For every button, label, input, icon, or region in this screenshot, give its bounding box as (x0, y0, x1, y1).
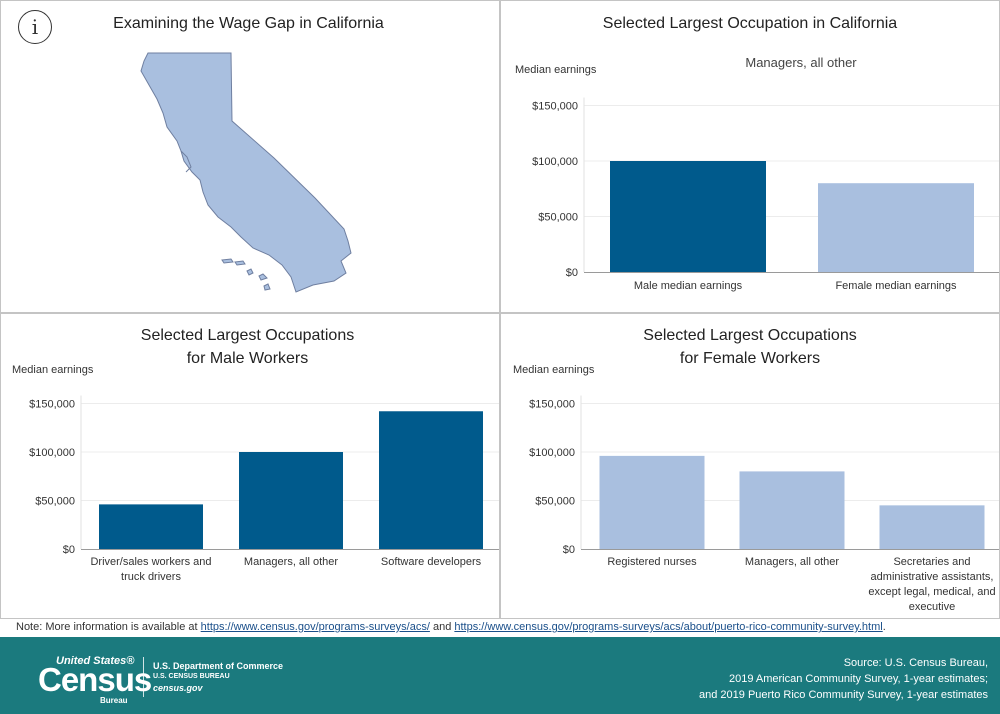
source-text: Source: U.S. Census Bureau, 2019 America… (699, 655, 988, 703)
bar-state-1 (818, 183, 974, 272)
bay-area-detail (180, 150, 192, 173)
x-category-label: Managers, all other (244, 556, 338, 568)
x-category-label: Female median earnings (835, 280, 957, 292)
prcs-link[interactable]: https://www.census.gov/programs-surveys/… (454, 621, 883, 633)
x-category-label: Registered nurses (607, 556, 697, 568)
bar-female-2 (879, 505, 985, 549)
female-chart-panel: Selected Largest Occupations for Female … (500, 313, 1000, 619)
y-tick-label: $0 (566, 267, 578, 279)
note-middle: and (429, 621, 455, 633)
source-line3: and 2019 Puerto Rico Community Survey, 1… (699, 689, 988, 701)
dept-line2: U.S. CENSUS BUREAU (153, 673, 230, 680)
female-y-axis-label: Median earnings (513, 364, 595, 376)
bar-male-0 (99, 504, 203, 549)
channel-island-2 (234, 260, 246, 266)
california-shape[interactable] (140, 52, 352, 293)
channel-island-1 (221, 258, 234, 264)
female-chart-title-line2: for Female Workers (679, 350, 821, 367)
map-panel: i Examining the Wage Gap in California (0, 0, 500, 313)
x-category-label: truck drivers (121, 571, 181, 583)
y-tick-label: $150,000 (532, 101, 578, 113)
logo-united-states: United States® (56, 655, 135, 667)
male-chart-title-line2: for Male Workers (186, 350, 309, 367)
bar-male-1 (239, 452, 343, 549)
y-tick-label: $0 (563, 544, 575, 556)
male-chart-panel: Selected Largest Occupations for Male Wo… (0, 313, 500, 619)
y-tick-label: $100,000 (532, 156, 578, 168)
channel-island-3 (246, 268, 254, 276)
source-line1: Source: U.S. Census Bureau, (843, 657, 988, 669)
male-bar-chart: $0 $50,000 $100,000 $150,000 Driver/sales wo… (29, 395, 499, 583)
y-tick-label: $0 (63, 544, 75, 556)
y-tick-label: $100,000 (529, 447, 575, 459)
x-category-label: Managers, all other (745, 556, 839, 568)
y-tick-label: $150,000 (29, 399, 75, 411)
x-category-label: Male median earnings (634, 280, 743, 292)
bar-state-0 (610, 161, 766, 272)
state-bar-chart: $0 $50,000 $100,000 $150,000 Male median ear… (532, 97, 999, 292)
source-line2: 2019 American Community Survey, 1-year e… (728, 673, 988, 685)
channel-island-5 (263, 283, 271, 291)
logo-bureau: Bureau (100, 696, 128, 705)
map-title: Examining the Wage Gap in California (113, 15, 384, 32)
female-chart-title-line1: Selected Largest Occupations (643, 327, 857, 344)
x-category-label: executive (909, 601, 955, 613)
bar-female-1 (739, 471, 845, 549)
y-tick-label: $150,000 (529, 399, 575, 411)
acs-link[interactable]: https://www.census.gov/programs-surveys/… (200, 621, 430, 633)
state-chart-title: Selected Largest Occupation in Californi… (602, 15, 898, 32)
bar-male-2 (379, 411, 483, 549)
male-y-axis-label: Median earnings (12, 364, 94, 376)
y-tick-label: $100,000 (29, 447, 75, 459)
logo-divider (143, 657, 144, 697)
x-category-label: Software developers (381, 556, 482, 568)
dept-line1: U.S. Department of Commerce (153, 661, 284, 671)
state-chart-panel: Selected Largest Occupation in Californi… (500, 0, 1000, 313)
channel-island-4 (258, 273, 268, 281)
x-category-label: except legal, medical, and (868, 586, 995, 598)
state-chart-subtitle: Managers, all other (745, 55, 857, 70)
note-prefix: Note: More information is available at (16, 621, 201, 633)
california-map[interactable] (1, 1, 501, 314)
note-text: Note: More information is available at h… (16, 621, 886, 633)
y-tick-label: $50,000 (535, 496, 575, 508)
male-chart-title-line1: Selected Largest Occupations (140, 327, 355, 344)
y-tick-label: $50,000 (538, 212, 578, 224)
logo-census: Census (38, 661, 152, 698)
x-category-label: administrative assistants, (871, 571, 994, 583)
state-y-axis-label: Median earnings (515, 64, 597, 76)
bar-female-0 (599, 455, 705, 549)
dept-line3: census.gov (153, 683, 203, 693)
x-category-label: Secretaries and (893, 556, 970, 568)
note-suffix: . (882, 621, 886, 633)
x-category-label: Driver/sales workers and (90, 556, 211, 568)
female-bar-chart: $0 $50,000 $100,000 $150,000 Registered nurs… (529, 395, 999, 613)
footer: United States® Census Bureau U.S. Depart… (0, 637, 1000, 714)
y-tick-label: $50,000 (35, 496, 75, 508)
info-icon[interactable]: i (18, 10, 52, 44)
